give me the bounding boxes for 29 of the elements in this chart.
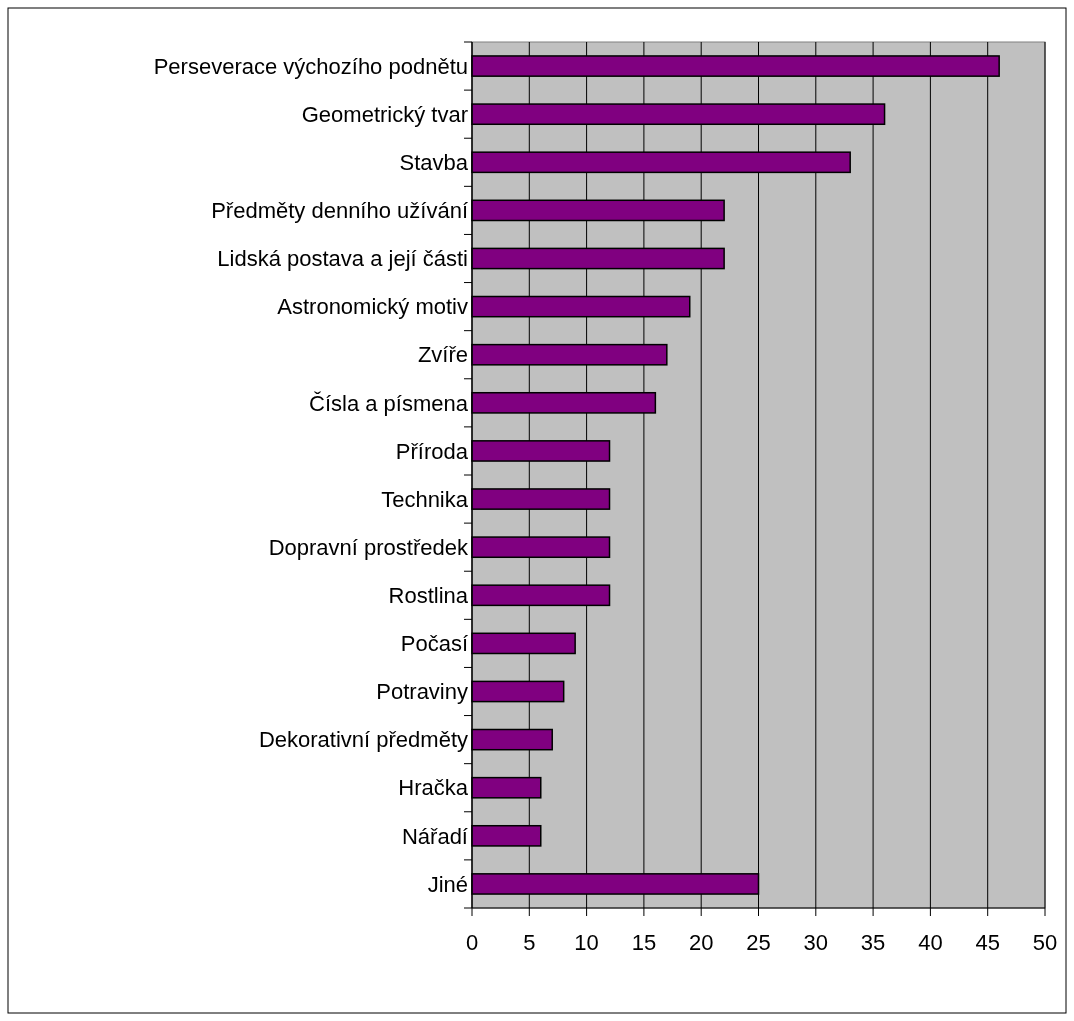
y-tick-label: Jiné bbox=[427, 871, 468, 897]
y-tick-label: Počasí bbox=[400, 631, 468, 657]
x-tick-label: 20 bbox=[688, 930, 714, 955]
y-tick-label: Stavba bbox=[399, 149, 469, 175]
y-tick-label: Potraviny bbox=[376, 679, 468, 705]
y-tick-label: Čísla a písmena bbox=[309, 390, 469, 416]
y-tick-label: Rostlina bbox=[388, 582, 469, 608]
y-tick-label: Hračka bbox=[398, 775, 469, 801]
y-tick-label: Perseverace výchozího podnětu bbox=[153, 53, 468, 79]
x-tick-label: 5 bbox=[523, 930, 536, 955]
x-tick-label: 15 bbox=[631, 930, 657, 955]
y-tick-label: Příroda bbox=[395, 438, 469, 464]
y-tick-label: Dopravní prostředek bbox=[268, 534, 469, 560]
y-tick-label: Lidská postava a její části bbox=[217, 246, 468, 272]
y-tick-label: Geometrický tvar bbox=[301, 101, 468, 127]
y-tick-label: Astronomický motiv bbox=[277, 294, 468, 320]
y-tick-label: Technika bbox=[381, 486, 469, 512]
y-tick-label: Zvíře bbox=[417, 342, 468, 368]
x-tick-label: 35 bbox=[860, 930, 886, 955]
x-tick-label: 45 bbox=[975, 930, 1000, 955]
y-tick-label: Dekorativní předměty bbox=[258, 727, 468, 753]
y-tick-label: Nářadí bbox=[401, 823, 468, 849]
x-tick-label: 10 bbox=[574, 930, 599, 955]
x-tick-label: 30 bbox=[803, 930, 829, 955]
x-tick-label: 25 bbox=[746, 930, 771, 955]
x-tick-label: 40 bbox=[918, 930, 943, 955]
x-tick-label: 50 bbox=[1032, 930, 1058, 955]
x-tick-label: 0 bbox=[465, 930, 479, 955]
y-tick-label: Předměty denního užívání bbox=[211, 198, 468, 224]
